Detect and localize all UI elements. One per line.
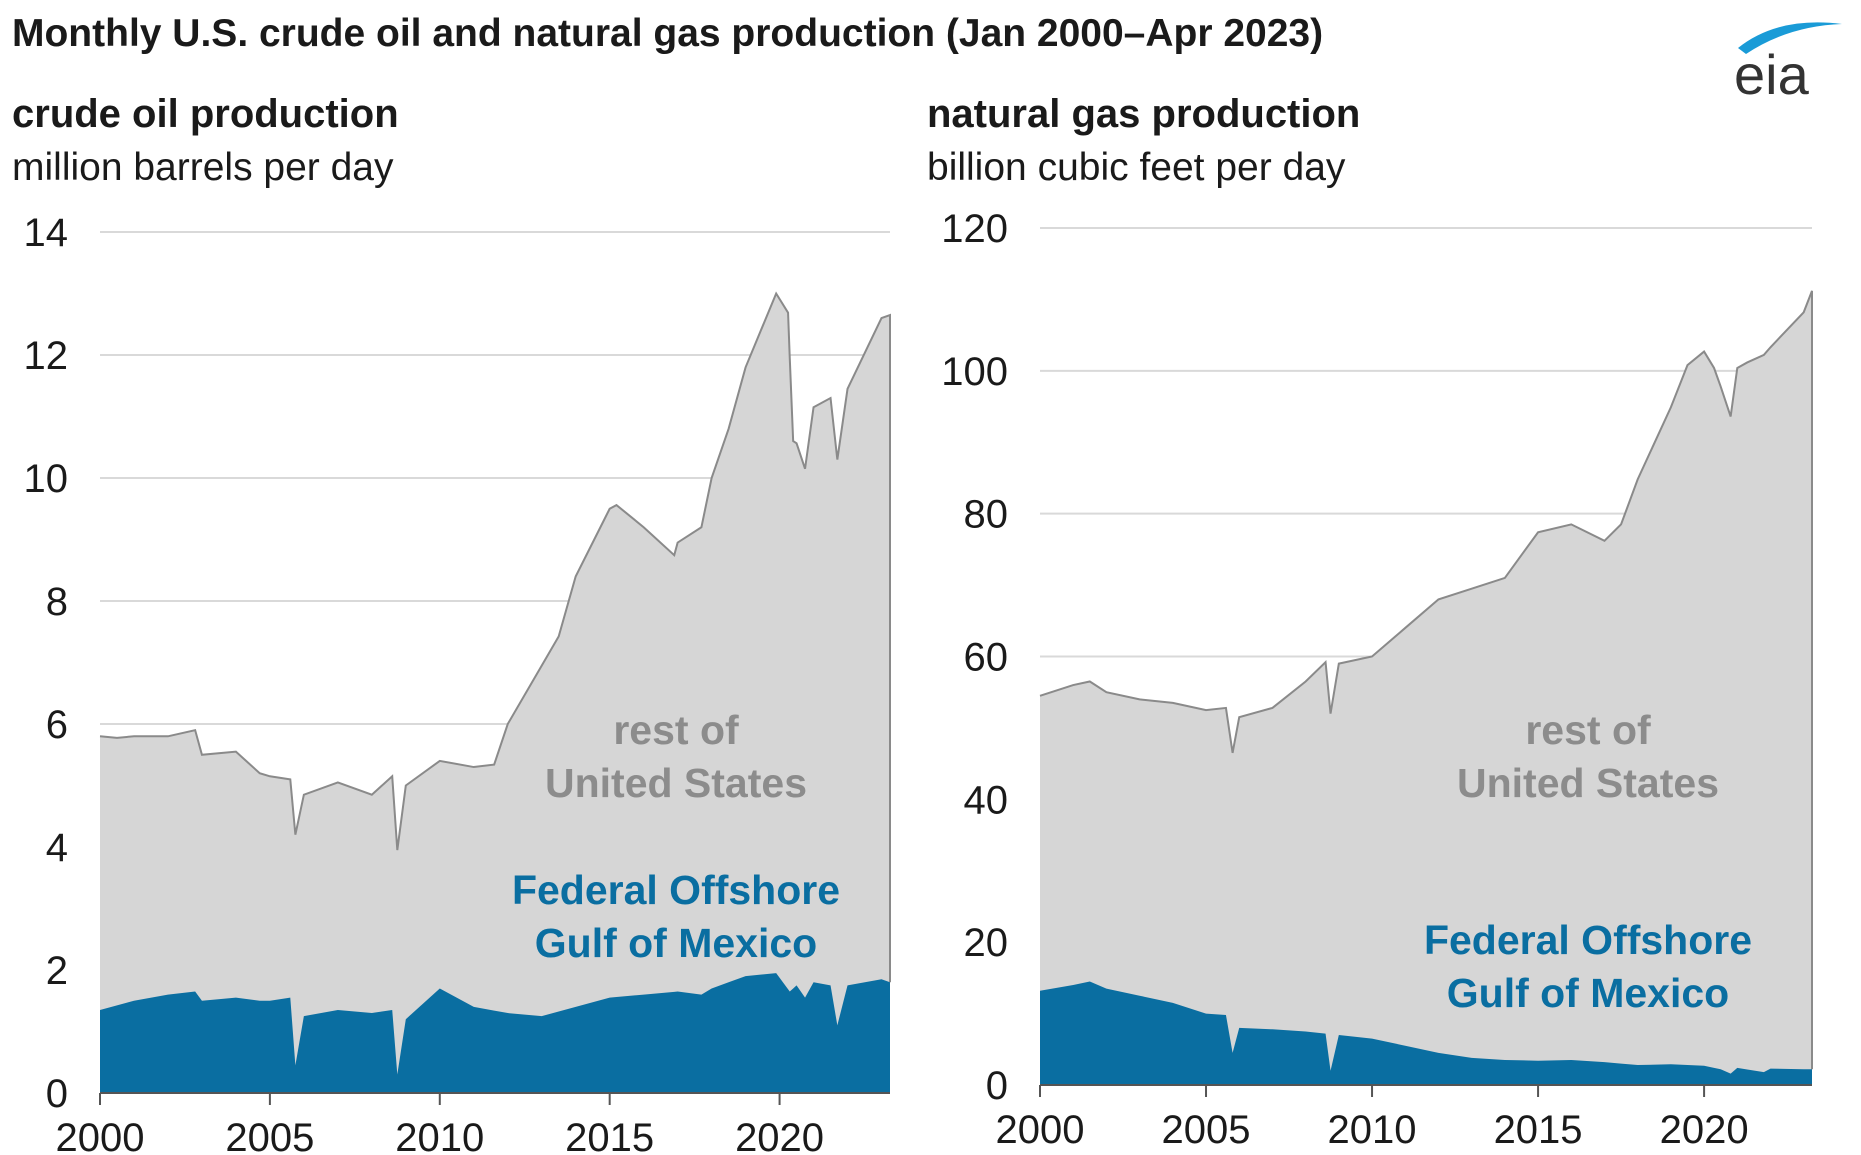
oil-panel-title: crude oil production <box>12 92 399 136</box>
oil-y-tick-label: 0 <box>46 1072 68 1116</box>
oil-y-tick-label: 2 <box>46 949 68 993</box>
gas-y-tick-label: 120 <box>941 207 1008 251</box>
gas-x-tick-labels: 2000 2005 2010 2015 2020 <box>996 1085 1749 1152</box>
gas-x-tick-label: 2005 <box>1162 1108 1251 1152</box>
gas-gulf-label-line2: Gulf of Mexico <box>1447 970 1729 1016</box>
gas-y-tick-label: 20 <box>964 921 1009 965</box>
oil-y-tick-label: 4 <box>46 826 68 870</box>
oil-y-tick-label: 6 <box>46 703 68 747</box>
chart-title: Monthly U.S. crude oil and natural gas p… <box>12 12 1324 55</box>
oil-y-tick-labels: 0 2 4 6 8 10 12 14 <box>24 211 69 1116</box>
eia-logo-swoosh <box>1738 22 1842 54</box>
gas-y-tick-label: 60 <box>964 636 1009 680</box>
oil-x-tick-label: 2015 <box>565 1116 654 1155</box>
oil-y-tick-label: 8 <box>46 580 68 624</box>
gas-rest-label-line2: United States <box>1457 760 1719 806</box>
gas-area-rest-of-us <box>1040 290 1812 1085</box>
gas-rest-label-line1: rest of <box>1525 707 1651 753</box>
oil-y-tick-label: 14 <box>24 211 69 255</box>
gas-panel-title: natural gas production <box>927 92 1361 136</box>
gas-x-tick-label: 2010 <box>1328 1108 1417 1152</box>
oil-x-tick-label: 2000 <box>56 1116 145 1155</box>
gas-y-tick-label: 40 <box>964 778 1009 822</box>
oil-x-tick-labels: 2000 2005 2010 2015 2020 <box>56 1093 824 1155</box>
gas-y-tick-label: 80 <box>964 493 1009 537</box>
gas-line-rest-of-us <box>1039 290 1813 1070</box>
oil-y-tick-label: 10 <box>24 457 69 501</box>
oil-area-rest-of-us <box>100 293 890 1093</box>
oil-x-tick-label: 2005 <box>225 1116 314 1155</box>
oil-rest-label-line1: rest of <box>613 707 739 753</box>
gas-panel-units: billion cubic feet per day <box>927 146 1346 189</box>
oil-rest-label-line2: United States <box>545 760 807 806</box>
oil-line-rest-of-us <box>99 291 891 983</box>
oil-area-gulf-of-mexico <box>100 973 890 1093</box>
gas-gulf-label-line1: Federal Offshore <box>1424 917 1752 963</box>
gas-area-gulf-of-mexico <box>1040 981 1812 1085</box>
oil-x-tick-label: 2020 <box>735 1116 824 1155</box>
oil-x-tick-label: 2010 <box>395 1116 484 1155</box>
gas-y-tick-label: 0 <box>986 1064 1008 1108</box>
gas-x-tick-label: 2015 <box>1494 1108 1583 1152</box>
gas-x-tick-label: 2000 <box>996 1108 1085 1152</box>
gas-y-tick-label: 100 <box>941 350 1008 394</box>
eia-logo: eia <box>1734 22 1842 104</box>
eia-logo-text: eia <box>1734 43 1810 104</box>
oil-y-tick-label: 12 <box>24 334 69 378</box>
oil-gulf-label-line1: Federal Offshore <box>512 867 840 913</box>
gas-y-tick-labels: 0 20 40 60 80 100 120 <box>941 207 1008 1108</box>
oil-gulf-label-line2: Gulf of Mexico <box>535 920 817 966</box>
gas-x-tick-label: 2020 <box>1660 1108 1749 1152</box>
oil-panel-units: million barrels per day <box>12 146 394 189</box>
